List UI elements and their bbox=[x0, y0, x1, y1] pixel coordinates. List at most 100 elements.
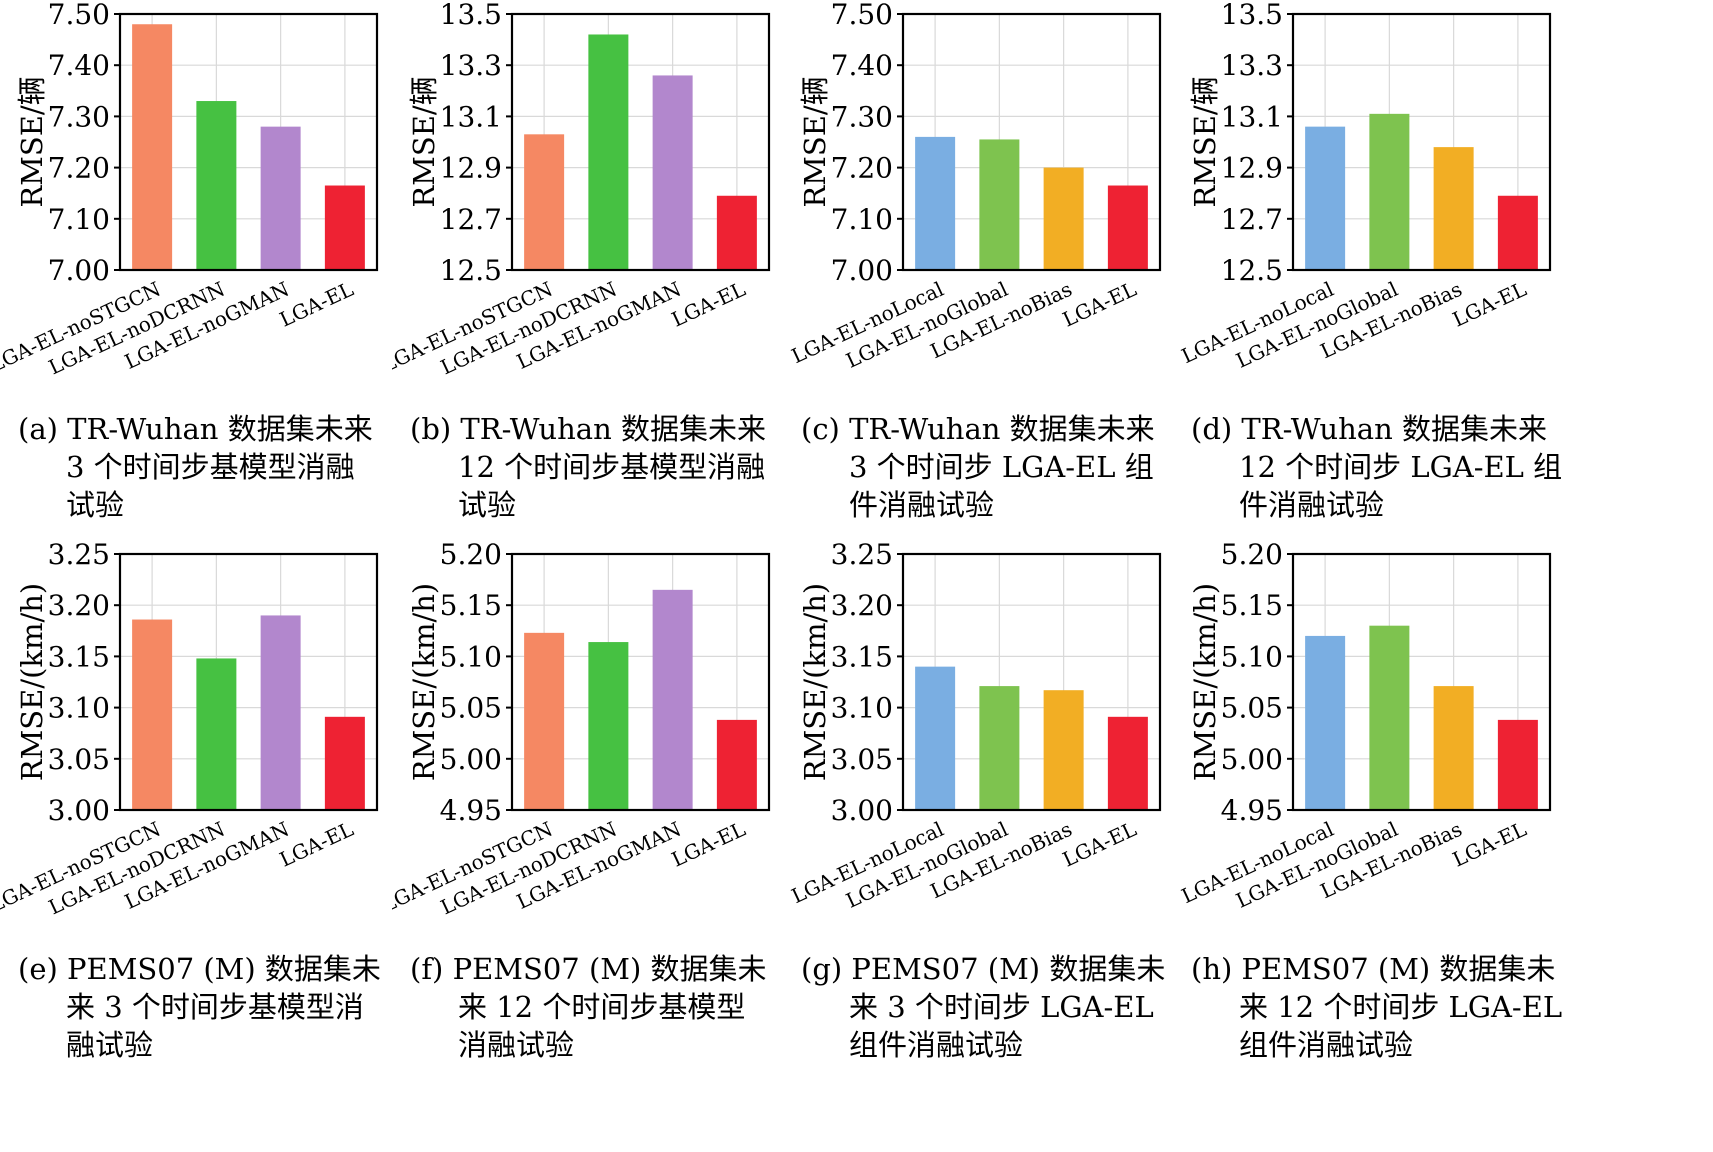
y-tick-label: 4.95 bbox=[1221, 794, 1283, 827]
y-tick-label: 13.5 bbox=[1221, 0, 1283, 31]
x-tick-label: LGA-EL bbox=[1059, 277, 1140, 332]
y-axis-label: RMSE/(km/h) bbox=[15, 583, 49, 781]
y-tick-label: 3.00 bbox=[831, 794, 893, 827]
x-tick-label: LGA-EL bbox=[276, 817, 357, 872]
y-tick-label: 7.40 bbox=[48, 49, 110, 82]
x-tick-label: LGA-EL bbox=[1449, 817, 1530, 872]
caption-c: (c) TR-Wuhan 数据集未来 3 个时间步 LGA-EL 组件消融试验 bbox=[801, 410, 1206, 524]
chart-svg-f: 4.955.005.055.105.155.20LGA-EL-noSTGCNLG… bbox=[392, 540, 771, 919]
bar-lga-el-nodcrnn bbox=[196, 101, 237, 270]
bar-lga-el bbox=[716, 719, 757, 810]
y-tick-label: 7.50 bbox=[831, 0, 893, 31]
y-axis-label: RMSE/(km/h) bbox=[1188, 583, 1222, 781]
caption-line: (c) TR-Wuhan 数据集未来 bbox=[801, 412, 1155, 446]
y-tick-label: 3.00 bbox=[48, 794, 110, 827]
chart-svg-d: 12.512.712.913.113.313.5LGA-EL-noLocalLG… bbox=[1178, 0, 1552, 373]
y-tick-label: 5.20 bbox=[440, 540, 502, 571]
chart-svg-a: 7.007.107.207.307.407.50LGA-EL-noSTGCNLG… bbox=[0, 0, 379, 379]
caption-e: (e) PEMS07 (M) 数据集未来 3 个时间步基模型消 融试验 bbox=[18, 950, 423, 1064]
y-tick-label: 7.30 bbox=[48, 100, 110, 133]
caption-d: (d) TR-Wuhan 数据集未来 12 个时间步 LGA-EL 组件消融试验 bbox=[1191, 410, 1596, 524]
plot-frame bbox=[510, 552, 771, 812]
y-tick-label: 12.5 bbox=[1221, 254, 1283, 287]
y-tick-label: 7.10 bbox=[831, 203, 893, 236]
caption-line: 融试验 bbox=[66, 1028, 154, 1062]
caption-b: (b) TR-Wuhan 数据集未来 12 个时间步基模型消融 试验 bbox=[410, 410, 815, 524]
y-tick-label: 5.05 bbox=[440, 692, 502, 725]
bar-lga-el bbox=[324, 716, 365, 810]
plot-frame bbox=[901, 552, 1162, 812]
caption-line: 3 个时间步基模型消融 bbox=[66, 450, 355, 484]
chart-panel-b: 12.5 12.7 12.9 13.1 13.3 13.5 LGA-EL-noSTGCN LG… bbox=[392, 0, 820, 576]
chart-svg-b: 12.512.712.913.113.313.5LGA-EL-noSTGCNLG… bbox=[392, 0, 771, 379]
chart-panel-h: 4.95 5.00 5.05 5.10 5.15 5.20 LGA-EL-noLocal LG… bbox=[1173, 540, 1601, 1116]
y-tick-label: 7.30 bbox=[831, 100, 893, 133]
y-tick-label: 3.25 bbox=[831, 540, 893, 571]
y-tick-label: 7.50 bbox=[48, 0, 110, 31]
plot-frame bbox=[510, 12, 771, 272]
bar-lga-el bbox=[1107, 185, 1148, 270]
bar-lga-el-nostgcn bbox=[132, 619, 173, 810]
y-axis-label: RMSE/辆 bbox=[798, 76, 832, 207]
chart-svg-g: 3.003.053.103.153.203.25LGA-EL-noLocalLG… bbox=[788, 540, 1162, 913]
y-tick-label: 7.00 bbox=[48, 254, 110, 287]
y-tick-label: 7.10 bbox=[48, 203, 110, 236]
bar-lga-el-nodcrnn bbox=[196, 658, 237, 810]
caption-line: 来 12 个时间步基模型 bbox=[458, 990, 746, 1024]
caption-line: (g) PEMS07 (M) 数据集未 bbox=[801, 952, 1166, 986]
chart-panel-d: 12.5 12.7 12.9 13.1 13.3 13.5 LGA-EL-noLocal LG… bbox=[1173, 0, 1601, 576]
x-tick-label: LGA-EL bbox=[1449, 277, 1530, 332]
caption-line: 组件消融试验 bbox=[849, 1028, 1024, 1062]
y-tick-label: 12.7 bbox=[1221, 203, 1283, 236]
y-axis-label: RMSE/(km/h) bbox=[407, 583, 441, 781]
x-tick-label: LGA-EL bbox=[668, 817, 749, 872]
y-tick-label: 13.1 bbox=[440, 100, 502, 133]
y-axis-label: RMSE/辆 bbox=[407, 76, 441, 207]
y-axis-label: RMSE/辆 bbox=[15, 76, 49, 207]
bar-lga-el bbox=[1107, 716, 1148, 810]
y-tick-label: 3.05 bbox=[48, 743, 110, 776]
y-tick-label: 3.15 bbox=[831, 640, 893, 673]
bar-lga-el-noglobal bbox=[979, 139, 1020, 270]
chart-panel-a: 7.00 7.10 7.20 7.30 7.40 7.50 LGA-EL-noSTGCN LG… bbox=[0, 0, 428, 576]
y-tick-label: 7.20 bbox=[48, 152, 110, 185]
bar-lga-el-nostgcn bbox=[524, 632, 565, 810]
bar-lga-el-nodcrnn bbox=[588, 642, 629, 810]
chart-panel-g: 3.00 3.05 3.10 3.15 3.20 3.25 LGA-EL-noLocal LG… bbox=[783, 540, 1211, 1116]
bar-lga-el-nolocal bbox=[1305, 126, 1346, 270]
y-tick-label: 12.7 bbox=[440, 203, 502, 236]
x-tick-label: LGA-EL bbox=[276, 277, 357, 332]
y-tick-label: 5.10 bbox=[1221, 640, 1283, 673]
bar-lga-el-nobias bbox=[1043, 167, 1084, 270]
y-tick-label: 3.25 bbox=[48, 540, 110, 571]
caption-f: (f) PEMS07 (M) 数据集未来 12 个时间步基模型 消融试验 bbox=[410, 950, 815, 1064]
caption-line: 件消融试验 bbox=[849, 488, 995, 522]
plot-frame bbox=[118, 12, 379, 272]
y-tick-label: 13.3 bbox=[440, 49, 502, 82]
plot-frame bbox=[118, 552, 379, 812]
bar-lga-el-nostgcn bbox=[132, 24, 173, 270]
chart-panel-e: 3.00 3.05 3.10 3.15 3.20 3.25 LGA-EL-noSTGCN LG… bbox=[0, 540, 428, 1116]
y-tick-label: 3.20 bbox=[48, 589, 110, 622]
caption-line: (f) PEMS07 (M) 数据集未 bbox=[410, 952, 767, 986]
caption-a: (a) TR-Wuhan 数据集未来 3 个时间步基模型消融 试验 bbox=[18, 410, 423, 524]
y-tick-label: 5.15 bbox=[1221, 589, 1283, 622]
plot-frame bbox=[901, 12, 1162, 272]
chart-panel-c: 7.00 7.10 7.20 7.30 7.40 7.50 LGA-EL-noLocal LG… bbox=[783, 0, 1211, 576]
caption-line: (e) PEMS07 (M) 数据集未 bbox=[18, 952, 381, 986]
bar-lga-el-nolocal bbox=[915, 666, 956, 810]
caption-g: (g) PEMS07 (M) 数据集未来 3 个时间步 LGA-EL 组件消融试验 bbox=[801, 950, 1206, 1064]
y-tick-label: 7.00 bbox=[831, 254, 893, 287]
caption-line: (b) TR-Wuhan 数据集未来 bbox=[410, 412, 766, 446]
y-tick-label: 7.20 bbox=[831, 152, 893, 185]
bar-lga-el-nostgcn bbox=[524, 134, 565, 270]
bar-lga-el bbox=[324, 185, 365, 270]
caption-line: 试验 bbox=[66, 488, 125, 522]
caption-line: (h) PEMS07 (M) 数据集未 bbox=[1191, 952, 1556, 986]
caption-line: 来 12 个时间步 LGA-EL bbox=[1239, 990, 1563, 1024]
caption-line: 消融试验 bbox=[458, 1028, 575, 1062]
bar-lga-el-noglobal bbox=[1369, 625, 1410, 810]
caption-line: (d) TR-Wuhan 数据集未来 bbox=[1191, 412, 1547, 446]
caption-line: 件消融试验 bbox=[1239, 488, 1385, 522]
